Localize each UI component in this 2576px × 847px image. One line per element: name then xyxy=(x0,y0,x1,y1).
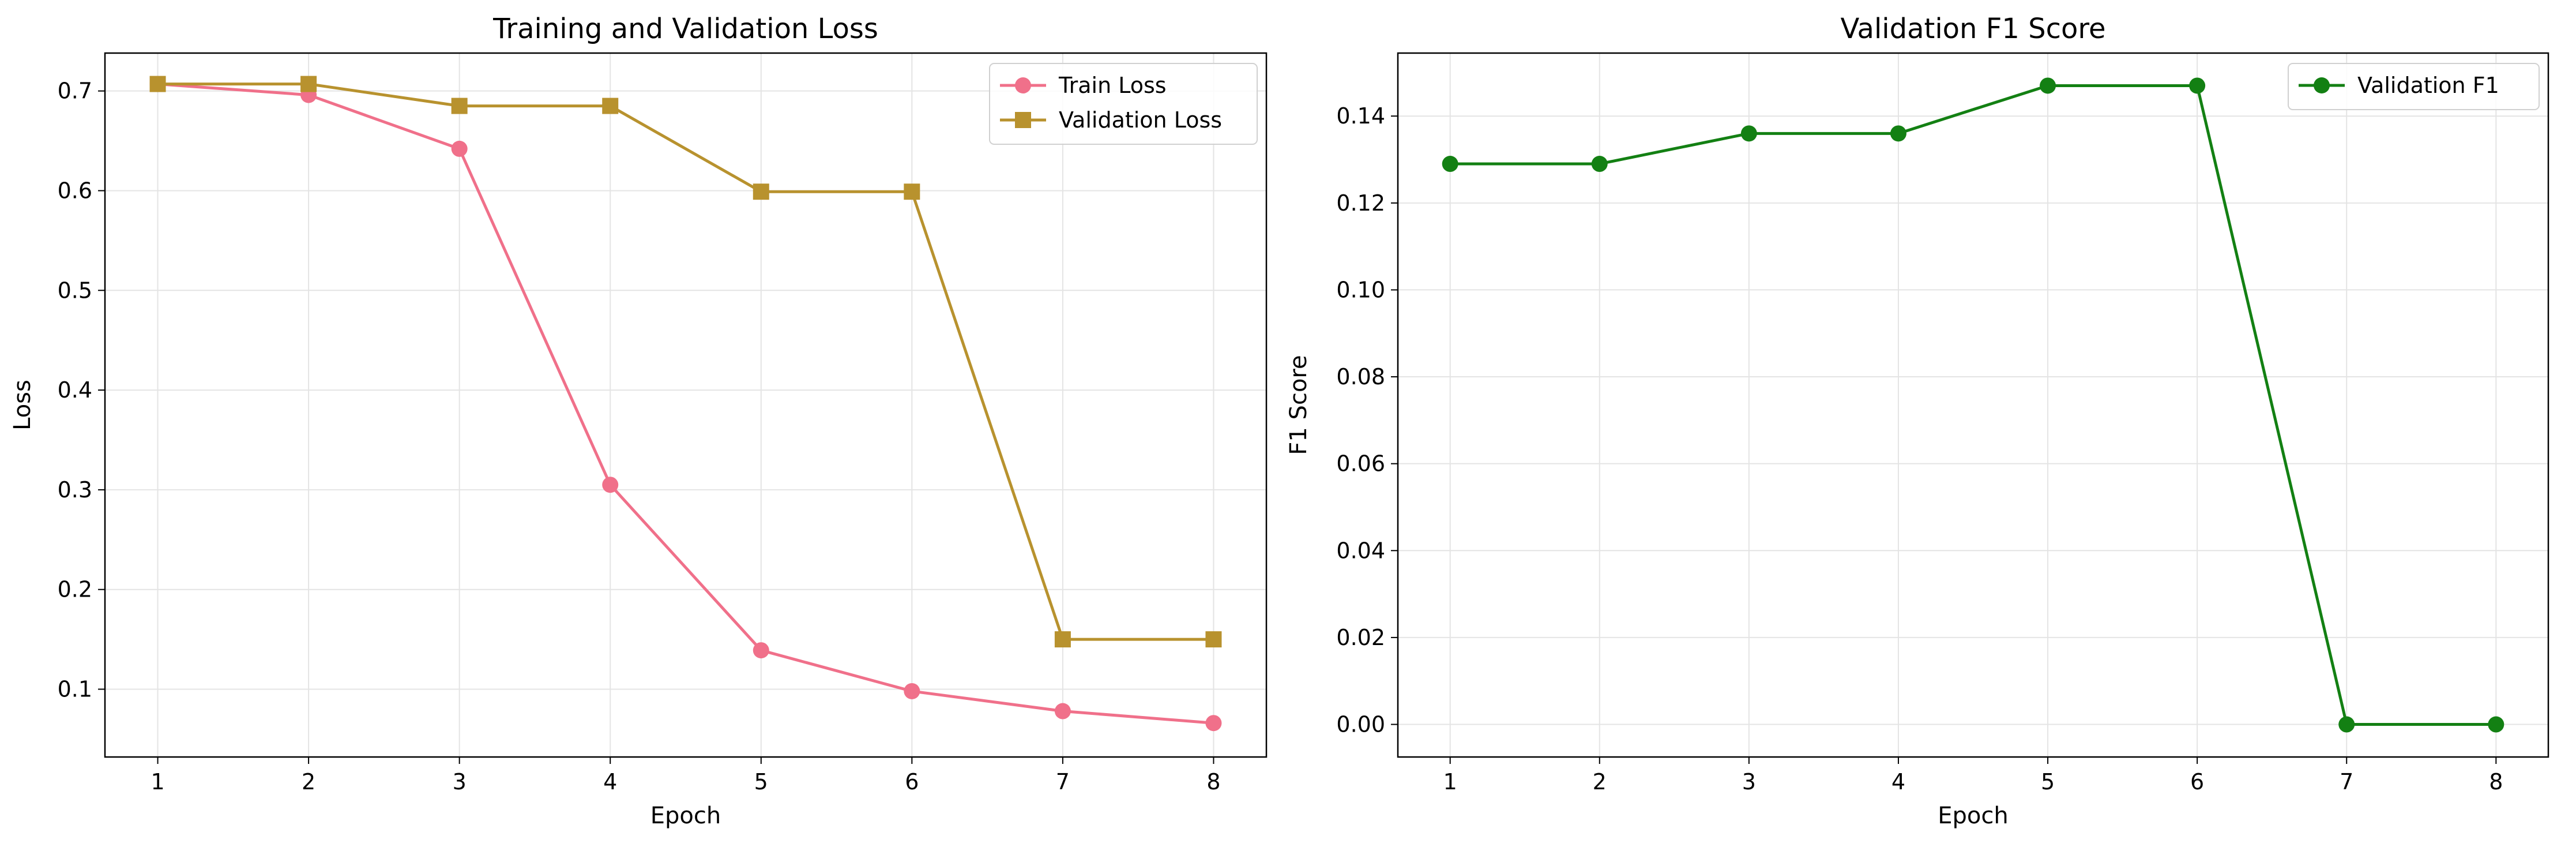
y-tick-label: 0.7 xyxy=(58,78,92,104)
plot-frame xyxy=(104,52,1268,758)
x-axis-label: Epoch xyxy=(650,803,721,829)
x-tick-label: 3 xyxy=(1742,769,1756,794)
data-point xyxy=(904,183,920,200)
y-tick-label: 0.6 xyxy=(58,178,92,203)
series-line xyxy=(157,83,1214,641)
plot-frame xyxy=(1397,52,2549,758)
x-tick-label: 2 xyxy=(302,769,315,794)
x-tick-label: 8 xyxy=(1206,769,1220,794)
chart-title: Validation F1 Score xyxy=(1840,13,2105,45)
data-point xyxy=(602,477,619,493)
data-point xyxy=(451,140,468,157)
data-point xyxy=(2040,77,2056,94)
y-axis-label: Loss xyxy=(9,380,36,430)
y-tick-label: 0.5 xyxy=(58,278,92,303)
x-tick-label: 2 xyxy=(1593,769,1607,794)
y-tick-label: 0.12 xyxy=(1336,190,1385,216)
legend-swatch-marker xyxy=(1015,112,1031,128)
data-point xyxy=(1205,715,1222,732)
f1-chart-panel: 1 2 3 4 5 6 7 8 0.00 0.02 0.04 0.06 0.08 0.10 0.12 0.14… xyxy=(1285,13,2549,829)
data-point xyxy=(1442,156,1458,173)
legend-box xyxy=(2288,63,2540,110)
legend-entry-label: Validation Loss xyxy=(1059,107,1222,133)
y-tick-label: 0.10 xyxy=(1336,277,1385,302)
y-tick-label: 0.1 xyxy=(58,676,92,702)
data-point xyxy=(753,183,769,200)
x-tick-label: 1 xyxy=(151,769,164,794)
x-tick-label: 5 xyxy=(2041,769,2055,794)
x-tick-label: 7 xyxy=(2340,769,2353,794)
data-point xyxy=(2189,77,2206,94)
data-point xyxy=(602,98,619,114)
y-tick-label: 0.08 xyxy=(1336,364,1385,389)
x-tick-label: 1 xyxy=(1443,769,1457,794)
x-tick-label: 4 xyxy=(1891,769,1905,794)
legend-entry-label: Validation F1 xyxy=(2357,73,2499,98)
legend-entry-label: Train Loss xyxy=(1058,73,1167,98)
legend-box xyxy=(989,63,1258,145)
data-point xyxy=(1054,631,1071,648)
legend-swatch-marker xyxy=(1015,77,1031,93)
y-tick-label: 0.02 xyxy=(1336,625,1385,650)
data-point xyxy=(1205,631,1222,648)
x-tick-label: 5 xyxy=(754,769,768,794)
data-point xyxy=(1740,125,1757,142)
y-tick-label: 0.06 xyxy=(1336,451,1385,477)
y-tick-label: 0.14 xyxy=(1336,103,1385,129)
legend-swatch-marker xyxy=(2314,77,2330,93)
chart-title: Training and Validation Loss xyxy=(492,13,878,45)
data-point xyxy=(2488,716,2504,733)
y-tick-label: 0.4 xyxy=(58,377,92,403)
x-tick-label: 7 xyxy=(1056,769,1070,794)
data-point xyxy=(451,98,468,114)
x-axis-label: Epoch xyxy=(1938,803,2008,829)
data-point xyxy=(300,76,317,92)
data-point xyxy=(1591,156,1608,173)
data-point xyxy=(149,76,166,92)
data-point xyxy=(1054,703,1071,719)
y-tick-label: 0.2 xyxy=(58,577,92,602)
data-point xyxy=(753,642,769,659)
x-tick-label: 4 xyxy=(603,769,617,794)
data-point xyxy=(1890,125,1906,142)
x-tick-label: 8 xyxy=(2489,769,2503,794)
y-axis-label: F1 Score xyxy=(1285,355,1312,455)
loss-chart-panel: 1 2 3 4 5 6 7 8 0.1 0.2 0.3 0.4 0.5 0.6 0.7 Training an… xyxy=(9,13,1268,829)
x-tick-label: 6 xyxy=(2190,769,2204,794)
x-tick-label: 6 xyxy=(905,769,919,794)
y-tick-label: 0.3 xyxy=(58,477,92,503)
y-tick-label: 0.04 xyxy=(1336,538,1385,563)
x-tick-label: 3 xyxy=(453,769,467,794)
y-tick-label: 0.00 xyxy=(1336,712,1385,737)
series-line xyxy=(157,83,1214,725)
series-line xyxy=(1450,84,2496,726)
data-point xyxy=(2338,716,2355,733)
data-point xyxy=(904,683,920,699)
